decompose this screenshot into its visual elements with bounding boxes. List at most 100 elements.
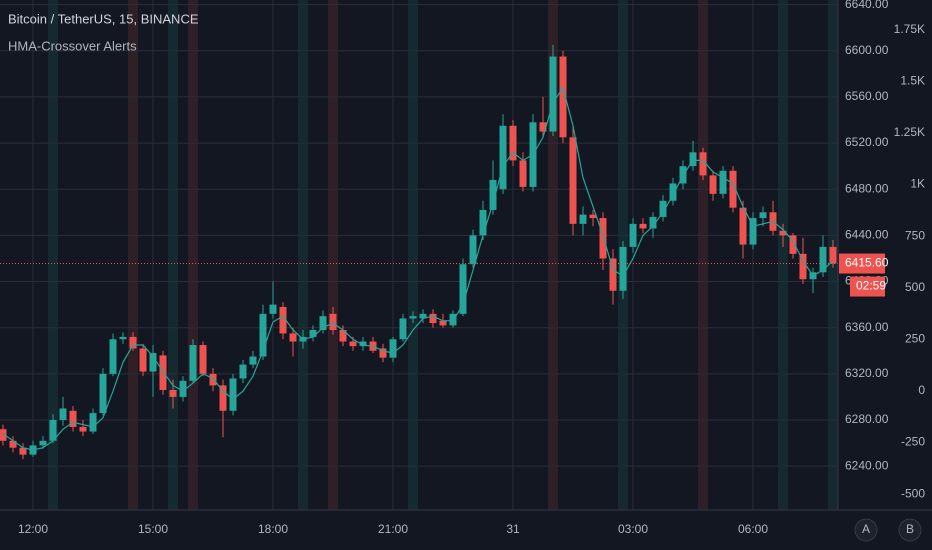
y2-tick-label: 750 (905, 228, 925, 242)
candle-body (689, 152, 697, 167)
countdown-label: 02:59 (856, 279, 886, 293)
candle-body (799, 253, 807, 280)
candle-body (199, 345, 207, 374)
alert-band (128, 0, 138, 510)
alert-band (408, 0, 418, 510)
candle-body (549, 56, 557, 132)
y-tick-label: 6360.00 (845, 320, 889, 334)
candle-body (59, 408, 67, 420)
x-tick-label: 15:00 (138, 522, 168, 536)
candle-body (739, 207, 747, 245)
candle-body (289, 333, 297, 342)
candle-body (129, 336, 137, 349)
candle-body (749, 218, 757, 245)
candle-body (169, 390, 177, 397)
candle-body (219, 385, 227, 411)
candle-body (139, 348, 147, 372)
x-tick-label: 21:00 (378, 522, 408, 536)
candle-body (239, 364, 247, 379)
candle-body (9, 440, 17, 448)
y2-tick-label: 1K (910, 177, 925, 191)
candle-body (269, 304, 277, 314)
candle-body (329, 313, 337, 330)
candle-body (469, 235, 477, 265)
candle-body (249, 356, 257, 365)
candle-body (339, 330, 347, 342)
candle-body (389, 339, 397, 358)
candle-body (349, 341, 357, 347)
candle-body (599, 218, 607, 259)
candle-body (79, 426, 87, 432)
last-price-box (839, 253, 885, 274)
x-tick-label: 03:00 (618, 522, 648, 536)
candle-body (189, 345, 197, 381)
candle-body (819, 246, 827, 273)
candle-body (159, 355, 167, 390)
y-tick-label: 6280.00 (845, 412, 889, 426)
y2-tick-label: 500 (905, 280, 925, 294)
candle-body (119, 336, 127, 340)
scale-button-label[interactable]: B (906, 522, 914, 536)
x-tick-label: 12:00 (18, 522, 48, 536)
candle-body (579, 214, 587, 224)
y-tick-label: 6600.00 (845, 43, 889, 57)
candle-body (429, 313, 437, 324)
y2-tick-label: 0 (918, 383, 925, 397)
y2-tick-label: -500 (901, 486, 925, 500)
y2-tick-label: 1.75K (894, 22, 925, 36)
candle-body (279, 306, 287, 334)
candle-body (759, 212, 767, 219)
candle-body (789, 235, 797, 254)
scale-button[interactable] (898, 518, 922, 542)
candle-body (209, 373, 217, 386)
x-tick-label: 31 (506, 522, 520, 536)
candle-body (19, 447, 27, 455)
y-tick-label: 6480.00 (845, 181, 889, 195)
y-tick-label: 6560.00 (845, 89, 889, 103)
candle-body (419, 313, 427, 319)
candle-body (569, 137, 577, 224)
scale-button[interactable] (854, 518, 878, 542)
candle-body (639, 223, 647, 229)
y2-tick-label: 250 (905, 331, 925, 345)
alert-band (778, 0, 788, 510)
last-price-label: 6415.60 (845, 256, 889, 270)
candle-body (319, 316, 327, 330)
y-tick-label: 6440.00 (845, 228, 889, 242)
y2-tick-label: 1.25K (894, 125, 925, 139)
alert-band (548, 0, 558, 510)
candle-body (619, 246, 627, 291)
candle-body (449, 313, 457, 326)
candle-body (0, 429, 7, 441)
candle-body (359, 341, 367, 347)
hma-line (2, 86, 834, 451)
alert-band (328, 0, 338, 510)
candle-body (729, 170, 737, 208)
scale-button-label[interactable]: A (862, 522, 870, 536)
candle-body (149, 353, 157, 372)
candle-body (649, 216, 657, 229)
candle-body (399, 318, 407, 340)
candle-body (829, 246, 837, 264)
y-tick-label: 6320.00 (845, 366, 889, 380)
y-tick-label: 6240.00 (845, 458, 889, 472)
alert-band (48, 0, 58, 510)
candle-body (39, 440, 47, 446)
candle-body (259, 313, 267, 357)
candle-body (99, 373, 107, 414)
chart-title: Bitcoin / TetherUS, 15, BINANCE (8, 11, 199, 26)
candle-body (379, 348, 387, 358)
candle-body (499, 125, 507, 190)
alert-band (298, 0, 308, 510)
indicator-name: HMA-Crossover Alerts (8, 38, 137, 53)
candle-body (89, 413, 97, 432)
countdown-box (850, 276, 885, 297)
candle-body (659, 200, 667, 217)
candle-body (519, 160, 527, 187)
plot-area (0, 0, 838, 510)
candle-body (559, 56, 567, 138)
alert-band (188, 0, 198, 510)
candle-body (709, 175, 717, 194)
candle-body (409, 316, 417, 319)
